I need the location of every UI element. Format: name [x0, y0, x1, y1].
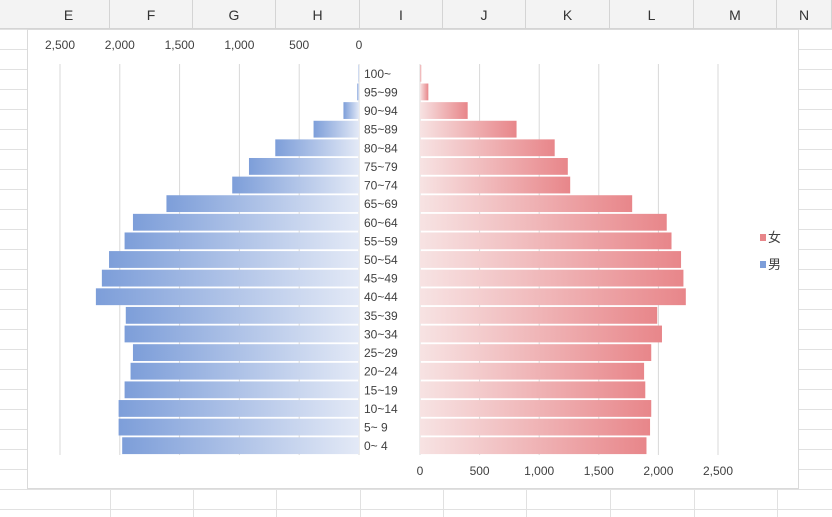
legend-label-1: 男: [768, 257, 781, 272]
bar-female-0[interactable]: [420, 64, 422, 82]
bar-male-5[interactable]: [248, 157, 359, 175]
bar-female-20[interactable]: [420, 437, 647, 455]
bar-female-11[interactable]: [420, 269, 684, 287]
category-label: 75~79: [364, 160, 398, 174]
right-axis-tick-label: 1,500: [584, 464, 614, 478]
column-header-f[interactable]: F: [110, 0, 193, 28]
left-axis-tick-label: 1,500: [165, 38, 195, 52]
bar-male-7[interactable]: [166, 195, 359, 213]
bar-male-4[interactable]: [275, 139, 359, 157]
category-label: 65~69: [364, 197, 398, 211]
category-label: 95~99: [364, 85, 398, 99]
legend-swatch-0: [760, 234, 766, 241]
category-label: 20~24: [364, 365, 398, 379]
column-header-m[interactable]: M: [694, 0, 777, 28]
left-axis-tick-label: 500: [289, 38, 309, 52]
bar-female-14[interactable]: [420, 325, 662, 343]
bar-male-16[interactable]: [130, 362, 359, 380]
bar-female-10[interactable]: [420, 251, 682, 268]
bar-female-5[interactable]: [420, 157, 568, 175]
bar-male-3[interactable]: [313, 120, 359, 138]
bar-female-18[interactable]: [420, 400, 652, 417]
right-axis-tick-label: 1,000: [524, 464, 554, 478]
right-axis-tick-label: 500: [470, 464, 490, 478]
legend-label-0: 女: [768, 230, 781, 245]
category-label: 25~29: [364, 346, 398, 360]
bar-male-1[interactable]: [357, 83, 359, 101]
column-header-j[interactable]: J: [443, 0, 526, 28]
bar-male-2[interactable]: [343, 102, 359, 119]
bar-male-17[interactable]: [124, 381, 359, 399]
bar-female-6[interactable]: [420, 176, 571, 194]
left-axis-tick-label: 0: [356, 38, 363, 52]
category-label: 35~39: [364, 309, 398, 323]
bar-male-14[interactable]: [124, 325, 359, 343]
column-header-k[interactable]: K: [526, 0, 610, 28]
category-label: 0~ 4: [364, 439, 388, 453]
bar-male-0[interactable]: [358, 64, 359, 82]
column-header-l[interactable]: L: [610, 0, 694, 28]
category-label: 5~ 9: [364, 421, 388, 435]
bar-female-16[interactable]: [420, 362, 645, 380]
row-gridline: [0, 509, 832, 510]
right-axis-tick-label: 2,000: [643, 464, 673, 478]
population-pyramid-chart[interactable]: 100~ 95~99 90~94 85~89 80~84 75~79 70~74 65~69 6…: [27, 29, 799, 489]
category-label: 15~19: [364, 383, 398, 397]
bar-male-20[interactable]: [122, 437, 359, 455]
chart-bars: [95, 64, 686, 455]
column-header-g[interactable]: G: [193, 0, 276, 28]
bar-female-1[interactable]: [420, 83, 429, 101]
bar-male-12[interactable]: [95, 288, 359, 306]
left-axis-tick-label: 2,500: [45, 38, 75, 52]
column-header-i[interactable]: I: [360, 0, 443, 28]
bar-female-13[interactable]: [420, 306, 658, 324]
category-label: 10~14: [364, 402, 398, 416]
bar-female-8[interactable]: [420, 213, 667, 231]
category-label: 85~89: [364, 123, 398, 137]
left-axis-tick-label: 1,000: [224, 38, 254, 52]
column-header-h[interactable]: H: [276, 0, 360, 28]
row-gridline: [0, 489, 832, 490]
chart-canvas: 100~ 95~99 90~94 85~89 80~84 75~79 70~74 65~69 6…: [45, 38, 781, 478]
column-header-n[interactable]: N: [777, 0, 832, 28]
bar-female-15[interactable]: [420, 344, 652, 362]
category-label: 80~84: [364, 141, 398, 155]
chart-legend[interactable]: 女男: [760, 230, 781, 272]
category-label: 55~59: [364, 234, 398, 248]
bar-male-6[interactable]: [232, 176, 359, 194]
bar-female-2[interactable]: [420, 102, 468, 119]
category-label: 30~34: [364, 327, 398, 341]
category-label: 60~64: [364, 216, 398, 230]
left-axis-tick-label: 2,000: [105, 38, 135, 52]
bar-male-9[interactable]: [124, 232, 359, 250]
category-label: 40~44: [364, 290, 398, 304]
category-label: 70~74: [364, 179, 398, 193]
bar-female-17[interactable]: [420, 381, 646, 399]
bar-female-4[interactable]: [420, 139, 555, 157]
bar-male-8[interactable]: [132, 213, 359, 231]
bar-male-11[interactable]: [101, 269, 360, 287]
category-label: 50~54: [364, 253, 398, 267]
bar-female-19[interactable]: [420, 418, 651, 436]
right-axis-tick-label: 2,500: [703, 464, 733, 478]
bar-male-19[interactable]: [118, 418, 359, 436]
bar-female-12[interactable]: [420, 288, 686, 306]
chart-labels: 100~ 95~99 90~94 85~89 80~84 75~79 70~74 65~69 6…: [45, 38, 733, 478]
legend-swatch-1: [760, 261, 766, 268]
category-label: 90~94: [364, 104, 398, 118]
bar-female-3[interactable]: [420, 120, 517, 138]
bar-female-7[interactable]: [420, 195, 633, 213]
bar-male-15[interactable]: [132, 344, 359, 362]
category-label: 100~: [364, 67, 391, 81]
bar-male-10[interactable]: [109, 251, 359, 268]
bar-male-18[interactable]: [118, 400, 359, 417]
bar-female-9[interactable]: [420, 232, 672, 250]
bar-male-13[interactable]: [125, 306, 359, 324]
category-label: 45~49: [364, 272, 398, 286]
column-header-e[interactable]: E: [28, 0, 110, 28]
right-axis-tick-label: 0: [417, 464, 424, 478]
